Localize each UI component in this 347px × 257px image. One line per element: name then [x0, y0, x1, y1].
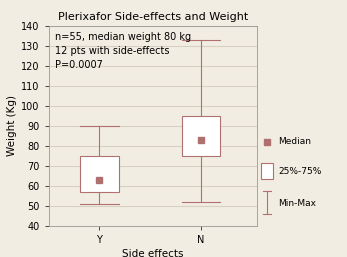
Y-axis label: Weight (Kg): Weight (Kg) — [7, 95, 17, 157]
Bar — [181, 116, 220, 156]
Text: 25%-75%: 25%-75% — [279, 167, 322, 176]
Text: n=55, median weight 80 kg
12 pts with side-effects
P=0.0007: n=55, median weight 80 kg 12 pts with si… — [55, 32, 191, 70]
Title: Plerixafor Side-effects and Weight: Plerixafor Side-effects and Weight — [58, 12, 248, 22]
Bar — [80, 156, 119, 192]
Text: Median: Median — [279, 137, 312, 146]
Text: Min-Max: Min-Max — [279, 199, 316, 208]
X-axis label: Side effects: Side effects — [122, 249, 184, 257]
